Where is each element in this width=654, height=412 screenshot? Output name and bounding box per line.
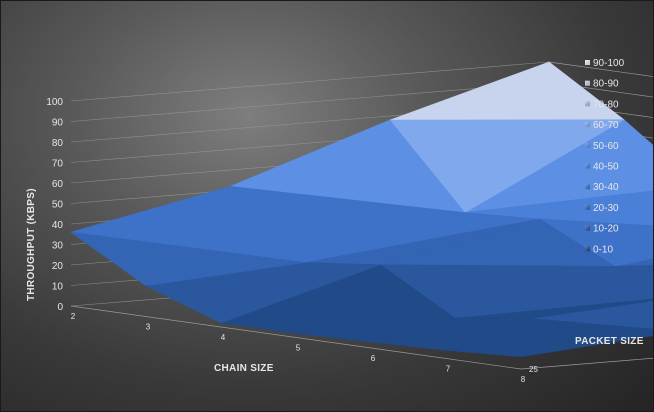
x-tick-label: 6: [371, 354, 376, 363]
z-tick-label: 60: [52, 179, 64, 190]
surface-facet: [445, 333, 653, 358]
x-tick-label: 8: [521, 375, 526, 384]
surface-facet: [70, 231, 306, 287]
surface-facet: [389, 61, 625, 121]
z-tick-label: 10: [52, 282, 64, 293]
legend-label: 10-20: [593, 224, 619, 235]
z-axis-title: THROUGHPUT (KBPS): [26, 188, 37, 301]
legend-label: 40-50: [593, 162, 619, 173]
legend-label: 60-70: [593, 120, 619, 131]
x-tick-label: 5: [296, 344, 301, 353]
legend: 90-100 80-90 70-80 60-70 50-60 40-50 30-40 20-3…: [585, 58, 625, 255]
z-tick-label: 40: [52, 220, 64, 231]
z-tick-label: 100: [46, 97, 63, 108]
legend-label: 50-60: [593, 141, 619, 152]
legend-label: 0-10: [593, 244, 613, 255]
surface-facet: [145, 264, 381, 324]
x-tick-label: 7: [446, 365, 451, 374]
legend-label: 70-80: [593, 99, 619, 110]
y-axis-title: PACKET SIZE: [575, 336, 644, 347]
legend-label: 20-30: [593, 203, 619, 214]
z-tick-label: 20: [52, 261, 64, 272]
z-tick-label: 90: [52, 118, 64, 129]
z-tick-label: 30: [52, 241, 64, 252]
surface-facet: [370, 324, 606, 351]
x-tick-label: 3: [146, 323, 151, 332]
z-tick-label: 0: [57, 302, 63, 313]
legend-label: 80-90: [593, 79, 619, 90]
surface-facet: [295, 318, 531, 343]
legend-label: 90-100: [593, 58, 625, 69]
x-axis-title: CHAIN SIZE: [214, 363, 274, 374]
z-tick-label: 70: [52, 159, 64, 170]
z-tick-label: 80: [52, 138, 64, 149]
y-tick-label: 25: [529, 365, 538, 374]
x-tick-label: 4: [221, 333, 226, 342]
legend-label: 30-40: [593, 182, 619, 193]
x-tick-label: 2: [71, 312, 76, 321]
z-tick-label: 50: [52, 200, 64, 211]
surface-facet: [220, 318, 456, 334]
